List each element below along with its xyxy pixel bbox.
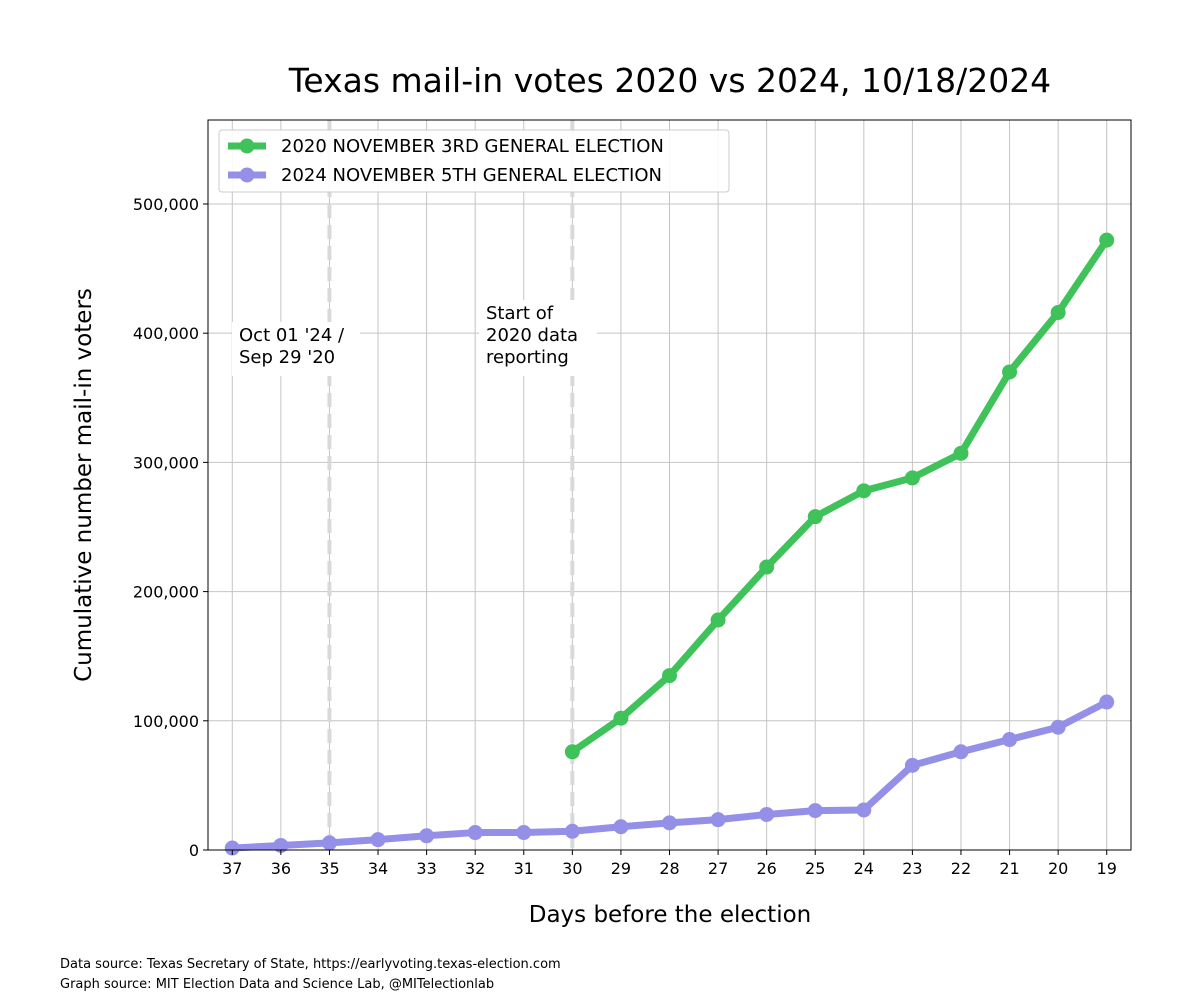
series-point-1 xyxy=(1099,232,1115,248)
legend-label: 2024 NOVEMBER 5TH GENERAL ELECTION xyxy=(281,165,662,186)
x-tick-label: 30 xyxy=(562,859,582,878)
series-line-1 xyxy=(568,236,1111,756)
series-point-2 xyxy=(419,828,435,844)
x-tick-label: 25 xyxy=(805,859,825,878)
x-axis-label: Days before the election xyxy=(529,902,812,928)
x-tick-label: 28 xyxy=(659,859,679,878)
series-point-1 xyxy=(564,744,580,760)
legend-label: 2020 NOVEMBER 3RD GENERAL ELECTION xyxy=(281,136,664,157)
reference-lines xyxy=(327,120,575,850)
legend: 2020 NOVEMBER 3RD GENERAL ELECTION 2024 N… xyxy=(218,129,730,193)
x-tick-label: 34 xyxy=(368,859,388,878)
annotation-box xyxy=(232,322,360,376)
series-point-1 xyxy=(856,483,872,499)
series-point-2 xyxy=(953,744,969,760)
y-tick-label: 400,000 xyxy=(133,324,199,343)
y-axis-label: Cumulative number mail-in voters xyxy=(71,288,97,682)
legend-swatch-marker xyxy=(239,138,255,154)
annotation-text: reporting xyxy=(486,347,569,368)
series-point-2 xyxy=(273,837,289,853)
legend-box xyxy=(218,129,730,193)
annotation-text: 2020 data xyxy=(486,325,578,346)
series-point-1 xyxy=(1050,305,1066,321)
x-tick-label: 27 xyxy=(708,859,728,878)
series-point-2 xyxy=(807,803,823,819)
series-point-2 xyxy=(759,806,775,822)
series-point-2 xyxy=(321,835,337,851)
x-tick-label: 26 xyxy=(756,859,776,878)
y-tick-label: 200,000 xyxy=(133,583,199,602)
series-point-2 xyxy=(856,802,872,818)
x-tick-label: 22 xyxy=(951,859,971,878)
graph-source-note: Graph source: MIT Election Data and Scie… xyxy=(60,977,495,992)
annotation-text: Start of xyxy=(486,303,554,324)
series-point-1 xyxy=(1002,364,1018,380)
series-point-2 xyxy=(467,825,483,841)
series-point-1 xyxy=(710,612,726,628)
series-point-2 xyxy=(613,819,629,835)
series-point-2 xyxy=(564,823,580,839)
y-tick-label: 300,000 xyxy=(133,453,199,472)
annotation-text: Oct 01 '24 / xyxy=(239,325,345,346)
series-point-2 xyxy=(904,757,920,773)
chart-title: Texas mail-in votes 2020 vs 2024, 10/18/… xyxy=(288,61,1051,100)
legend-swatch-marker xyxy=(239,167,255,183)
x-tick-label: 31 xyxy=(514,859,534,878)
series-layer xyxy=(224,232,1115,856)
x-tick-label: 21 xyxy=(999,859,1019,878)
y-tick-label: 500,000 xyxy=(133,195,199,214)
x-tick-label: 32 xyxy=(465,859,485,878)
x-tick-label: 33 xyxy=(416,859,436,878)
series-point-2 xyxy=(224,840,240,856)
series-point-2 xyxy=(1050,719,1066,735)
series-point-1 xyxy=(662,668,677,684)
series-point-2 xyxy=(370,832,386,848)
x-tick-label: 19 xyxy=(1097,859,1117,878)
y-axis: 0 100,000 200,000 300,000 400,000 500,000 xyxy=(133,195,208,860)
x-tick-label: 29 xyxy=(611,859,631,878)
y-tick-label: 100,000 xyxy=(133,712,199,731)
series-point-2 xyxy=(516,825,532,841)
series-point-1 xyxy=(904,470,920,486)
series-point-2 xyxy=(1099,694,1115,710)
series-point-2 xyxy=(662,815,677,831)
series-point-1 xyxy=(807,509,823,525)
series-point-1 xyxy=(759,559,775,575)
annotation-box xyxy=(479,300,597,376)
x-tick-label: 35 xyxy=(319,859,339,878)
series-point-2 xyxy=(710,812,726,828)
x-axis: 37 36 35 34 33 32 31 30 29 28 27 26 25 24 23 22 21 20 19 xyxy=(222,850,1117,878)
series-point-1 xyxy=(613,710,629,726)
data-source-note: Data source: Texas Secretary of State, h… xyxy=(60,957,561,972)
x-tick-label: 20 xyxy=(1048,859,1068,878)
y-tick-label: 0 xyxy=(189,841,199,860)
x-tick-label: 23 xyxy=(902,859,922,878)
series-point-1 xyxy=(953,445,969,461)
x-tick-label: 37 xyxy=(222,859,242,878)
x-tick-label: 24 xyxy=(854,859,874,878)
annotation-text: Sep 29 '20 xyxy=(239,347,335,368)
series-point-2 xyxy=(1002,732,1018,748)
x-tick-label: 36 xyxy=(271,859,291,878)
